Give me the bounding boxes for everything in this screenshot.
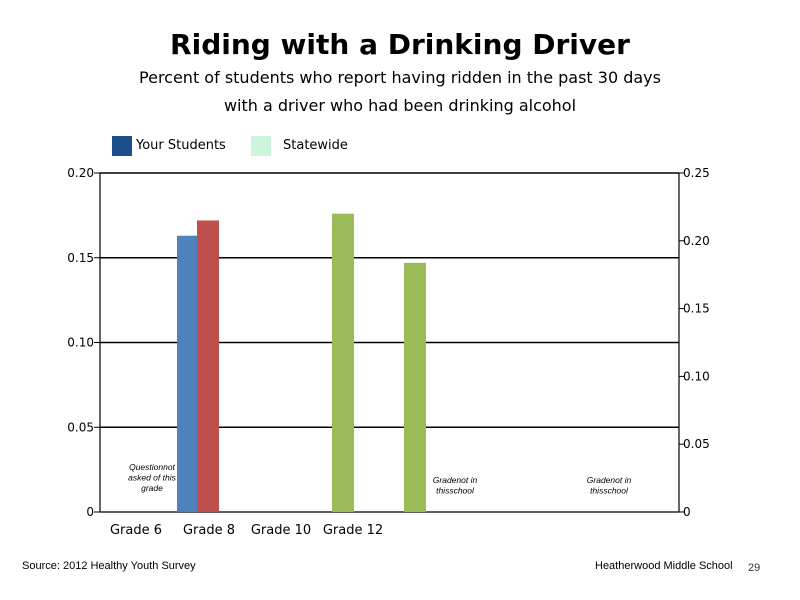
- slide-subtitle-line-1: Percent of students who report having ri…: [139, 68, 661, 87]
- bar-grade-8: [197, 220, 219, 512]
- source-note: Source: 2012 Healthy Youth Survey: [22, 560, 196, 572]
- x-axis-category-label: Grade 6: [110, 523, 162, 538]
- chart-annotation: thisschool: [590, 486, 629, 496]
- bar-grade-10: [332, 213, 354, 512]
- right-axis-tick-label: 0.15: [683, 302, 710, 316]
- bar-grade-12: [404, 262, 426, 512]
- left-axis-tick-label: 0.05: [67, 420, 94, 434]
- right-axis-tick-label: 0.25: [683, 166, 710, 180]
- left-axis-tick-label: 0.20: [67, 166, 94, 180]
- right-axis-tick-label: 0: [683, 505, 691, 519]
- chart-annotation: Gradenot in: [433, 475, 478, 485]
- right-axis-tick-label: 0.10: [683, 369, 710, 383]
- chart-annotation: thisschool: [436, 486, 475, 496]
- bar-grade-8: [177, 235, 199, 512]
- slide-title: Riding with a Drinking Driver: [170, 28, 630, 61]
- legend-label-your-students: Your Students: [136, 138, 226, 153]
- legend-swatch-statewide: [251, 136, 271, 156]
- x-axis-category-label: Grade 12: [323, 523, 383, 538]
- legend-label-statewide: Statewide: [283, 138, 348, 153]
- chart-annotation: grade: [141, 483, 163, 493]
- chart-annotation: Questionnot: [129, 462, 175, 472]
- school-name: Heatherwood Middle School: [595, 560, 733, 572]
- chart-annotation: Gradenot in: [587, 475, 632, 485]
- legend-swatch-your-students: [112, 136, 132, 156]
- left-axis-tick-label: 0.15: [67, 251, 94, 265]
- right-axis-tick-label: 0.20: [683, 234, 710, 248]
- x-axis-category-label: Grade 10: [251, 523, 311, 538]
- x-axis-category-label: Grade 8: [183, 523, 235, 538]
- page-number: 29: [748, 562, 761, 574]
- left-axis-tick-label: 0: [86, 505, 94, 519]
- chart-annotation: asked of this: [128, 473, 176, 483]
- slide-subtitle-line-2: with a driver who had been drinking alco…: [223, 96, 577, 115]
- left-axis-tick-label: 0.10: [67, 336, 94, 350]
- right-axis-tick-label: 0.05: [683, 437, 710, 451]
